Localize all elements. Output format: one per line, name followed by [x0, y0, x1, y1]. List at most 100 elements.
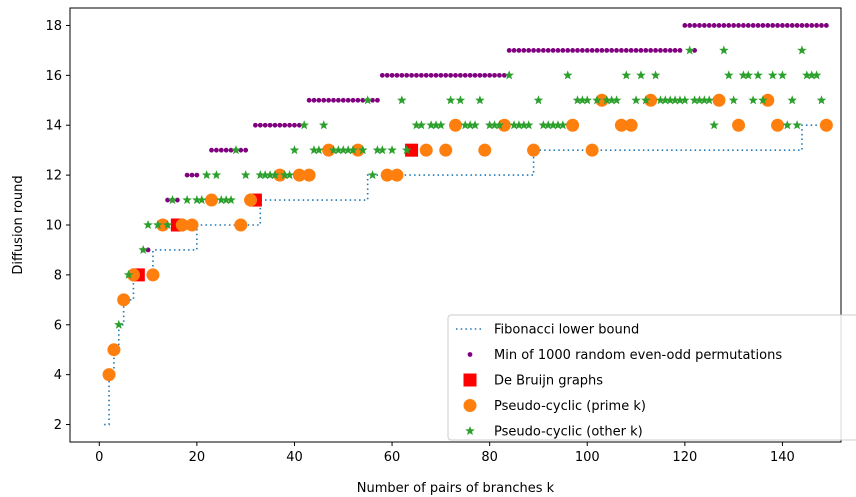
data-point	[638, 48, 644, 53]
data-point	[682, 23, 688, 28]
data-point	[240, 170, 251, 180]
data-point	[218, 147, 224, 153]
data-point	[489, 120, 500, 130]
data-point	[167, 195, 178, 205]
data-point	[377, 145, 388, 155]
data-point	[453, 72, 458, 78]
data-point	[582, 95, 593, 105]
data-point	[390, 168, 404, 182]
data-point	[478, 143, 492, 157]
data-point	[566, 118, 580, 132]
data-point	[194, 172, 200, 178]
data-point	[628, 48, 634, 53]
data-point	[231, 145, 241, 155]
legend-swatch	[463, 373, 477, 387]
data-point	[553, 120, 563, 130]
data-point	[455, 95, 466, 105]
data-point	[761, 93, 775, 107]
legend-swatch	[465, 426, 475, 436]
data-point	[205, 193, 219, 207]
x-tick-label: 120	[672, 450, 697, 465]
data-point	[387, 145, 397, 155]
data-point	[426, 120, 436, 130]
data-point	[460, 120, 471, 130]
data-point	[619, 48, 624, 53]
data-point	[816, 95, 827, 105]
legend-label: Pseudo-cyclic (prime k)	[494, 399, 646, 414]
data-point	[806, 70, 817, 80]
data-point	[599, 48, 605, 53]
data-point	[694, 95, 705, 105]
data-point	[338, 145, 349, 155]
series-4	[114, 45, 827, 329]
data-point	[662, 48, 668, 53]
x-tick-label: 20	[189, 450, 206, 465]
data-point	[655, 95, 666, 105]
data-point	[504, 70, 514, 80]
data-point	[794, 23, 800, 28]
data-point	[211, 170, 222, 180]
data-point	[579, 48, 585, 53]
legend-entry-4: Pseudo-cyclic (other k)	[465, 425, 643, 440]
data-point	[728, 95, 739, 105]
series-1	[140, 23, 829, 253]
data-point	[724, 70, 734, 80]
data-point	[302, 168, 316, 182]
data-point	[340, 97, 346, 103]
data-point	[146, 268, 160, 282]
data-point	[418, 72, 424, 78]
data-point	[355, 97, 361, 103]
data-point	[145, 247, 151, 253]
legend-entries: Fibonacci lower bound Min of 1000 random …	[456, 323, 782, 440]
data-point	[380, 168, 394, 182]
data-point	[641, 95, 651, 105]
legend-label: De Bruijn graphs	[494, 374, 603, 389]
data-point	[328, 145, 339, 155]
data-point	[506, 48, 512, 53]
data-point	[409, 72, 414, 78]
data-point	[782, 120, 793, 130]
data-point	[514, 120, 524, 130]
data-point	[775, 23, 780, 28]
data-point	[650, 70, 661, 80]
data-point	[594, 48, 600, 53]
data-point	[216, 195, 227, 205]
data-point	[487, 72, 493, 78]
data-point	[287, 122, 292, 128]
data-point	[802, 70, 812, 80]
data-point	[279, 170, 290, 180]
data-point	[311, 97, 317, 103]
data-point	[653, 48, 658, 53]
data-point	[350, 97, 356, 103]
data-point	[709, 120, 719, 130]
data-point	[419, 143, 433, 157]
data-point	[606, 95, 617, 105]
data-point	[540, 48, 546, 53]
data-point	[272, 122, 278, 128]
y-tick-label: 14	[45, 119, 62, 134]
data-point	[644, 93, 658, 107]
data-point	[438, 72, 444, 78]
data-point	[114, 319, 124, 329]
data-point	[636, 70, 646, 80]
data-point	[784, 23, 790, 28]
data-point	[509, 120, 519, 130]
data-point	[265, 170, 275, 180]
data-point	[665, 95, 675, 105]
data-point	[182, 195, 192, 205]
data-point	[394, 72, 400, 78]
data-point	[472, 72, 478, 78]
legend-box	[447, 314, 856, 441]
series-3	[102, 93, 833, 382]
data-point	[273, 168, 287, 182]
data-point	[138, 244, 148, 254]
x-tick-label: 60	[384, 450, 401, 465]
data-point	[156, 218, 170, 232]
data-point	[614, 48, 619, 53]
data-point	[243, 147, 249, 153]
data-point	[677, 48, 683, 53]
data-point	[326, 97, 332, 103]
data-point	[292, 122, 297, 128]
data-point	[379, 72, 385, 78]
